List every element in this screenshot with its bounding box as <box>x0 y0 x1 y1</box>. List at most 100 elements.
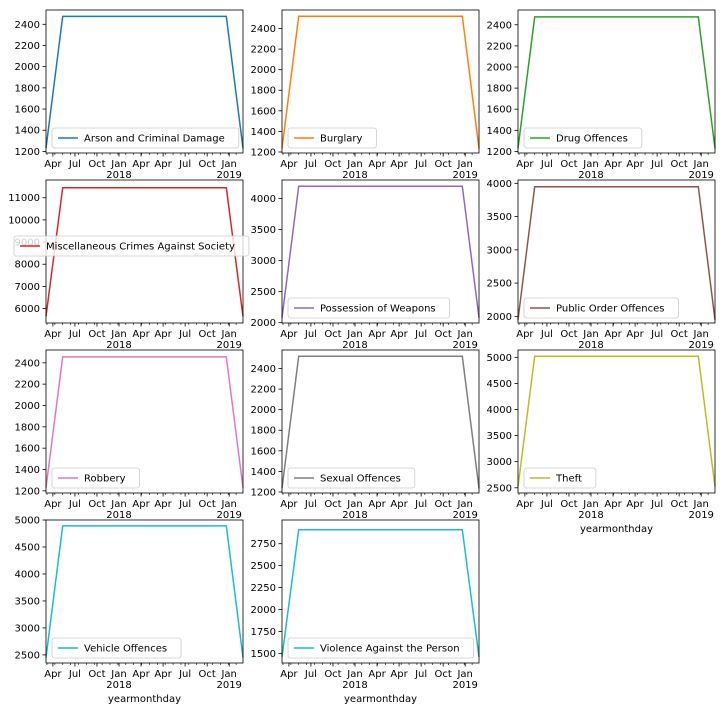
legend-label: Possession of Weapons <box>320 304 436 315</box>
y-tick-label: 3000 <box>487 245 512 256</box>
y-tick-label: 2500 <box>251 287 276 298</box>
y-tick-label: 2200 <box>251 45 276 56</box>
x-tick-label: Jul <box>304 329 317 340</box>
y-tick-label: 1600 <box>487 105 512 116</box>
x-tick-label: Jan <box>220 329 236 340</box>
y-tick-label: 1400 <box>487 126 512 137</box>
y-tick-label: 1200 <box>15 486 40 497</box>
y-tick-label: 3500 <box>15 596 40 607</box>
y-tick-label: 2500 <box>487 483 512 494</box>
x-tick-label: Jan <box>692 329 708 340</box>
plot-frame <box>45 519 244 664</box>
x-tick-year-label: 2018 <box>578 510 603 521</box>
x-tick-label: Jan <box>346 329 362 340</box>
x-tick-label: Jan <box>220 669 236 680</box>
x-tick-year-label: 2018 <box>106 510 131 521</box>
legend-label: Theft <box>555 474 582 485</box>
chart-panel: 1200 1400 1600 1800 2000 2200 2400 Apr Jul Oct Jan… <box>15 9 244 181</box>
chart-panel: 1200 1400 1600 1800 2000 2200 2400 Apr Jul Oct Jan… <box>251 9 480 181</box>
x-tick-label: Jan <box>456 669 472 680</box>
plot-frame <box>517 349 716 494</box>
x-tick-label: Apr <box>390 329 408 340</box>
y-tick-label: 2400 <box>251 24 276 35</box>
x-tick-label: Oct <box>88 669 105 680</box>
y-tick-label: 4000 <box>15 569 40 580</box>
plot-frame <box>281 179 480 324</box>
series-line <box>517 355 716 487</box>
x-tick-label: Jan <box>110 669 126 680</box>
x-tick-label: Jan <box>346 669 362 680</box>
x-tick-label: Jul <box>650 499 663 510</box>
plot-frame <box>281 9 480 154</box>
legend: Drug Offences <box>523 127 643 149</box>
x-tick-label: Jul <box>178 669 191 680</box>
legend: Theft <box>523 467 597 489</box>
plot-frame <box>517 9 716 154</box>
x-tick-label: Apr <box>44 669 62 680</box>
y-tick-label: 2000 <box>251 318 276 329</box>
y-tick-label: 1400 <box>15 126 40 137</box>
legend: Sexual Offences <box>287 467 416 489</box>
x-tick-label: Apr <box>626 159 644 170</box>
x-tick-label: Apr <box>154 159 172 170</box>
legend-box <box>523 127 643 149</box>
x-tick-label: Jul <box>178 499 191 510</box>
x-tick-label: Oct <box>671 329 688 340</box>
y-tick-label: 3500 <box>487 212 512 223</box>
y-tick-label: 3500 <box>487 431 512 442</box>
x-tick-label: Apr <box>280 159 298 170</box>
x-tick-label: Jan <box>456 329 472 340</box>
x-tick-label: Oct <box>199 329 216 340</box>
x-tick-label: Jan <box>110 499 126 510</box>
x-tick-label: Apr <box>280 669 298 680</box>
x-tick-label: Apr <box>44 329 62 340</box>
x-tick-label: Jan <box>220 159 236 170</box>
series-line <box>517 185 716 320</box>
y-tick-label: 5000 <box>15 516 40 527</box>
legend-label: Robbery <box>84 474 126 485</box>
x-tick-year-label: 2018 <box>106 340 131 351</box>
y-tick-label: 1600 <box>251 106 276 117</box>
x-tick-label: Oct <box>88 499 105 510</box>
x-tick-year-label: 2018 <box>342 510 367 521</box>
legend-box <box>523 297 679 319</box>
series-line <box>281 15 480 149</box>
y-tick-label: 1500 <box>251 649 276 660</box>
y-tick-label: 2750 <box>251 539 276 550</box>
y-tick-label: 2400 <box>487 20 512 31</box>
plot-frame <box>517 179 716 324</box>
x-tick-label: Apr <box>390 159 408 170</box>
y-tick-label: 1400 <box>251 467 276 478</box>
y-tick-label: 1200 <box>251 147 276 158</box>
x-tick-year-label: 2019 <box>216 510 241 521</box>
plot-frame <box>45 9 244 154</box>
x-tick-label: Jul <box>414 669 427 680</box>
y-tick-label: 2200 <box>487 41 512 52</box>
x-tick-label: Apr <box>516 159 534 170</box>
legend: Burglary <box>287 127 377 149</box>
y-tick-label: 11000 <box>8 193 40 204</box>
x-tick-label: Apr <box>44 499 62 510</box>
x-tick-year-label: 2018 <box>106 170 131 181</box>
x-tick-label: Oct <box>435 499 452 510</box>
x-tick-label: Oct <box>324 669 341 680</box>
x-tick-label: Apr <box>626 499 644 510</box>
x-tick-label: Jan <box>582 329 598 340</box>
x-tick-label: Jul <box>650 329 663 340</box>
x-tick-label: Apr <box>390 499 408 510</box>
x-tick-label: Oct <box>671 499 688 510</box>
legend-box <box>287 467 416 489</box>
y-tick-label: 2200 <box>251 385 276 396</box>
x-tick-label: Apr <box>280 329 298 340</box>
x-tick-label: Jan <box>456 499 472 510</box>
legend-label: Miscellaneous Crimes Against Society <box>46 242 235 253</box>
x-tick-label: Apr <box>604 499 622 510</box>
x-tick-label: Apr <box>132 159 150 170</box>
y-tick-label: 2000 <box>251 405 276 416</box>
x-tick-label: Apr <box>368 669 386 680</box>
y-tick-label: 2250 <box>251 583 276 594</box>
x-tick-label: Oct <box>435 159 452 170</box>
y-tick-label: 1800 <box>15 422 40 433</box>
